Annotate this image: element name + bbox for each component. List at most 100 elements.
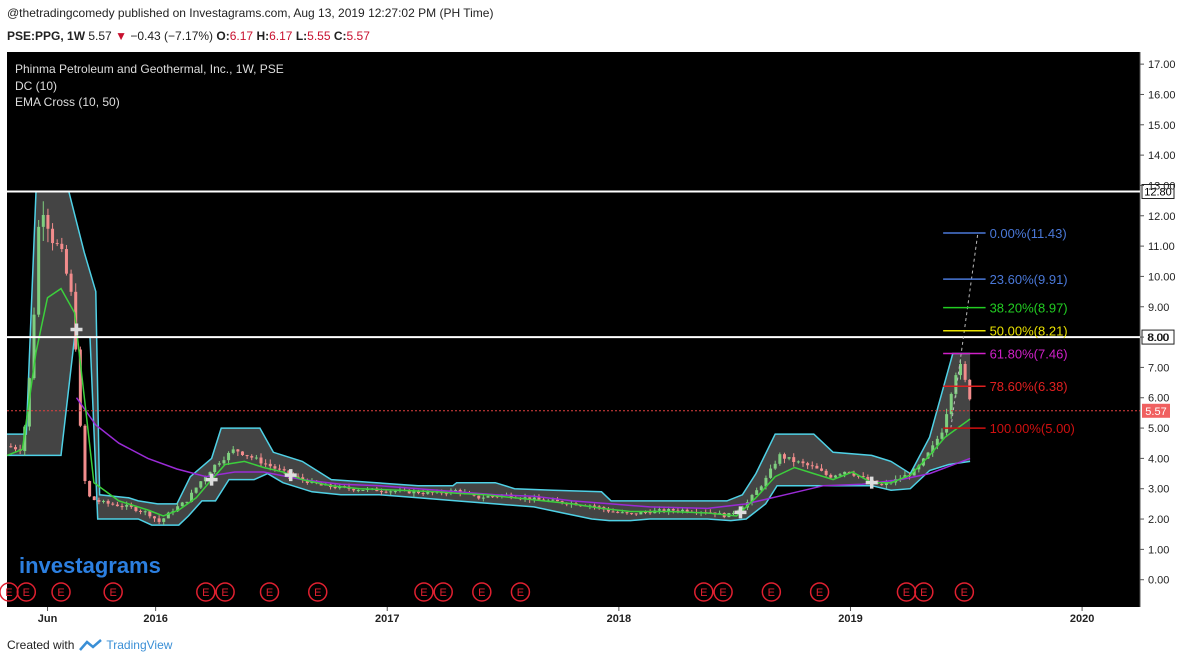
candle-body [949,393,953,415]
candle-body [83,425,87,482]
candle-body [37,226,41,315]
candle-body [157,518,161,522]
earnings-marker[interactable] [308,582,328,602]
earnings-marker[interactable] [103,582,123,602]
x-tick-label: Jun [38,613,58,625]
candle-body [685,509,689,512]
y-tick-label: 8.00 [1148,332,1169,344]
candle-body [833,475,837,478]
candle-body [444,493,448,495]
candle-body [963,364,967,380]
y-tick-label: 3.00 [1148,484,1169,496]
earnings-marker[interactable] [954,582,975,602]
candle-body [88,481,92,497]
earnings-marker-label: E [5,587,12,599]
candle-body [185,501,189,503]
fib-level-label: 100.00%(5.00) [990,421,1075,436]
candle-body [162,518,166,522]
candle-body [92,496,96,501]
earnings-marker[interactable] [414,582,434,602]
ema-10-line [6,287,971,517]
earnings-marker[interactable] [215,582,235,602]
fib-level-label: 38.20%(8.97) [990,301,1068,316]
y-tick-label: 0.00 [1148,575,1169,587]
earnings-marker[interactable] [472,582,492,602]
candle-body [13,447,17,450]
candle-body [273,466,277,469]
price-change: −0.43 (−7.17%) [130,29,214,43]
candle-body [356,490,360,492]
earnings-marker-label: E [903,587,910,599]
candle-body [199,481,203,488]
high-value: 6.17 [269,29,293,43]
earnings-marker[interactable] [713,582,733,602]
candle-body [152,516,156,519]
close-label: C: [333,29,347,43]
candle-body [176,506,180,512]
donchian-fill [7,191,971,526]
candle-body [528,497,532,500]
candle-body [148,511,152,517]
earnings-marker-label: E [314,587,321,599]
price-tag-box [1141,184,1175,200]
low-value: 5.55 [307,29,331,43]
candle-body [194,487,198,493]
candle-body [940,432,944,439]
ema-cross-marker [284,469,297,482]
candle-body [676,510,680,512]
x-tick-label: 2019 [838,613,862,625]
earnings-marker[interactable] [433,582,453,602]
earnings-marker[interactable] [694,582,714,602]
candle-body [958,364,962,376]
candle-body [838,474,842,476]
candle-body [41,214,45,227]
candle-body [333,487,337,489]
candle-body [69,273,73,292]
candle-body [393,491,397,493]
candle-body [125,504,129,507]
candle-body [97,500,101,502]
y-tick-label: 12.00 [1148,211,1176,223]
candle-body [190,492,194,502]
horizontal-line-label: 12.80 [1144,187,1172,199]
candle-body [421,493,425,495]
candle-body [741,507,745,511]
horizontal-line-label: 8.00 [1147,332,1168,344]
fib-level-label: 23.60%(9.91) [990,272,1068,287]
earnings-marker[interactable] [16,582,37,602]
candle-body [764,477,768,487]
y-tick-label: 17.00 [1148,59,1176,71]
earnings-marker[interactable] [196,582,216,602]
candle-body [236,449,240,452]
legend-ema-cross: EMA Cross (10, 50) [15,95,120,109]
candle-body [796,461,800,463]
candle-body [611,511,615,513]
earnings-marker-label: E [816,587,823,599]
candle-body [51,228,55,244]
candle-body [319,483,323,486]
earnings-marker[interactable] [510,582,531,602]
y-tick-label: 4.00 [1148,453,1169,465]
last-price-label: 5.57 [1145,406,1166,418]
candle-body [639,512,643,515]
candle-body [945,414,949,433]
candle-body [240,451,244,456]
candle-body [732,512,736,514]
candle-body [245,455,249,457]
candle-body [477,495,481,499]
earnings-marker[interactable] [914,582,934,602]
earnings-marker[interactable] [809,582,830,602]
tradingview-link[interactable]: TradingView [106,638,173,652]
earnings-marker[interactable] [259,582,280,602]
candle-body [824,470,828,475]
investagrams-watermark: investagrams [19,553,161,578]
high-label: H: [256,29,270,43]
candle-body [412,491,416,494]
candle-body [139,510,143,512]
earnings-marker[interactable] [761,582,782,602]
earnings-marker[interactable] [51,582,71,602]
candle-body [203,476,207,482]
candle-body [46,214,50,229]
ema-cross-marker [734,506,747,519]
